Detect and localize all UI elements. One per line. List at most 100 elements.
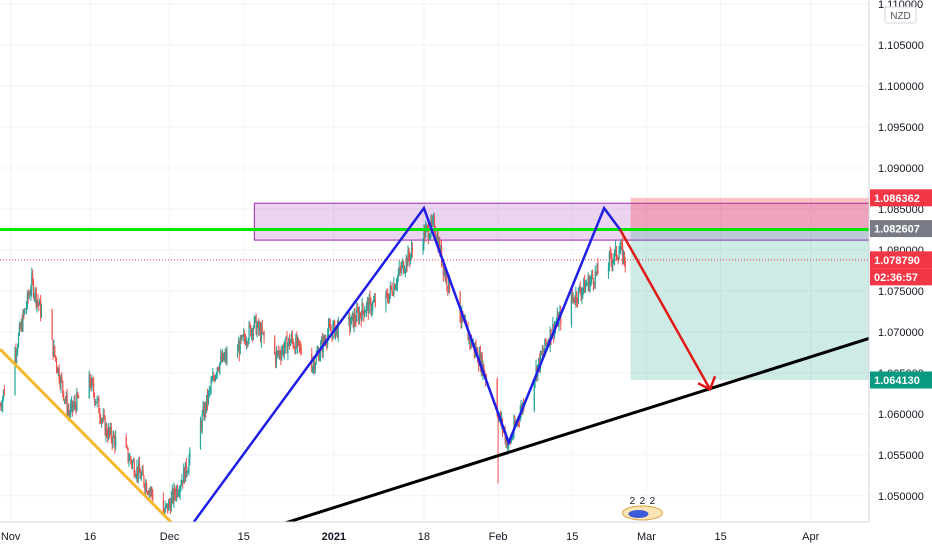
x-tick-label: 2021 <box>322 531 346 543</box>
candle-body <box>259 327 261 331</box>
candle-body <box>32 280 35 297</box>
candle-body <box>274 353 277 363</box>
candle-body <box>279 351 281 356</box>
candle-body <box>359 312 361 316</box>
candle-body <box>574 301 576 303</box>
candle-body <box>351 313 353 316</box>
candle-body <box>96 398 98 404</box>
candle-body <box>31 274 33 291</box>
candle-body <box>397 273 399 277</box>
candle-body <box>170 496 172 511</box>
candle-body <box>614 246 617 251</box>
candle-body <box>363 310 365 317</box>
candle-body <box>362 303 364 311</box>
candles <box>0 212 626 515</box>
time-axis[interactable] <box>0 522 932 550</box>
candle-body <box>210 382 212 390</box>
candle-body <box>299 346 301 348</box>
candle-body <box>109 427 111 433</box>
blue-zigzag-pattern <box>189 205 622 527</box>
event-marker-flag <box>628 510 649 518</box>
x-tick-label: 18 <box>418 531 430 543</box>
candle-body <box>127 447 129 461</box>
candle-body <box>429 233 431 238</box>
candle-body <box>150 488 152 492</box>
candle-body <box>585 284 587 286</box>
candle-body <box>225 353 227 361</box>
x-tick-label: 16 <box>84 531 96 543</box>
candle-body <box>182 480 184 484</box>
candle-body <box>125 436 127 448</box>
candle-body <box>284 338 286 348</box>
candle-body <box>89 374 91 384</box>
candle-body <box>428 237 430 239</box>
y-tick-label: 1.060000 <box>878 409 924 421</box>
candle-body <box>107 435 109 439</box>
candle-body <box>393 284 395 296</box>
candle-body <box>286 336 288 354</box>
candle-body <box>549 328 551 346</box>
candle-body <box>581 291 583 297</box>
candle-body <box>353 314 355 328</box>
candle-body <box>610 253 612 260</box>
y-tick-label: 1.050000 <box>878 491 924 503</box>
candle-body <box>92 379 94 384</box>
candle-body <box>296 336 298 347</box>
candle-body <box>507 445 509 448</box>
candle-body <box>443 270 445 275</box>
candle-body <box>34 289 36 297</box>
candle-body <box>357 308 359 312</box>
candle-body <box>106 426 108 436</box>
candle-body <box>621 243 623 245</box>
candle-body <box>356 308 358 322</box>
candle-body <box>204 403 206 419</box>
candle-body <box>137 466 139 478</box>
candle-body <box>624 261 626 266</box>
candle-body <box>58 367 60 381</box>
candle-body <box>422 243 424 252</box>
candle-body <box>260 326 263 341</box>
candle-body <box>93 383 95 394</box>
candle-body <box>218 369 220 371</box>
candle-body <box>262 332 264 334</box>
candle-body <box>579 287 581 293</box>
candle-body <box>404 269 406 272</box>
candle-body <box>162 498 164 512</box>
candle-body <box>54 345 56 356</box>
candle-body <box>406 257 408 267</box>
candle-body <box>448 275 451 293</box>
candle-body <box>243 333 245 337</box>
candle-body <box>143 476 145 486</box>
candle-body <box>408 250 410 258</box>
candle-body <box>437 235 439 251</box>
candle-body <box>410 247 413 255</box>
candle-body <box>387 299 390 303</box>
candle-body <box>145 482 147 491</box>
candle-body <box>25 309 27 310</box>
candle-body <box>617 258 619 260</box>
candle-body <box>263 332 265 338</box>
y-axis-ticks: 1.0500001.0550001.0600001.0650001.070000… <box>878 0 924 503</box>
candle-body <box>446 274 448 287</box>
candle-body <box>512 434 514 438</box>
candle-body <box>280 355 282 359</box>
currency-badge[interactable]: NZD <box>884 6 917 24</box>
candle-body <box>21 321 23 331</box>
candle-body <box>596 264 598 274</box>
candle-body <box>1 406 3 408</box>
candle-body <box>88 374 90 399</box>
candle-body <box>3 390 6 395</box>
candle-body <box>403 271 406 273</box>
candle-body <box>586 284 588 286</box>
candle-body <box>18 324 21 335</box>
candle-body <box>164 505 166 513</box>
candle-body <box>556 314 558 324</box>
candle-body <box>434 230 436 237</box>
candle-body <box>591 273 593 279</box>
candle-body <box>618 252 620 260</box>
candle-body <box>62 390 65 400</box>
x-tick-label: Nov <box>1 531 21 543</box>
candle-body <box>387 294 389 300</box>
